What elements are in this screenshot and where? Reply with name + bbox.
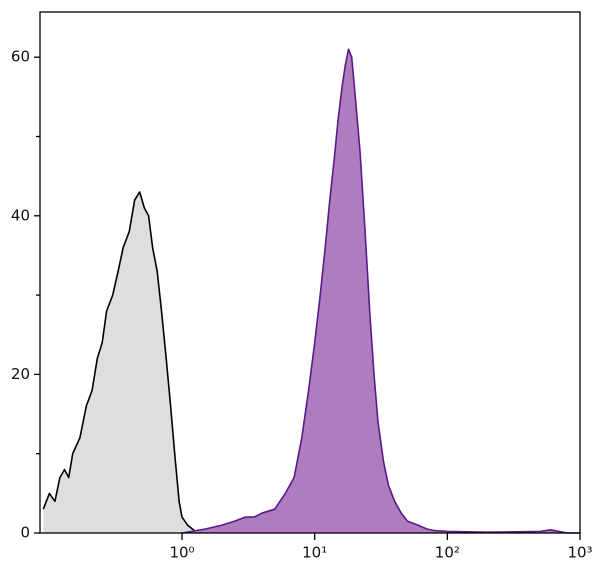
histogram-outline [181, 48, 580, 534]
histogram-fill [182, 49, 580, 534]
histogram-fill [43, 192, 198, 533]
x-tick-label: 10² [435, 544, 460, 562]
x-tick-label: 10³ [567, 544, 592, 562]
y-tick-label: 40 [11, 206, 30, 224]
y-tick-label: 60 [11, 48, 30, 66]
x-tick-label: 10¹ [302, 544, 327, 562]
plot-frame [39, 11, 581, 534]
y-tick-label: 20 [11, 365, 30, 383]
histogram-outline [42, 191, 198, 534]
x-tick-label: 10⁰ [169, 544, 194, 562]
y-tick-label: 0 [20, 524, 30, 542]
